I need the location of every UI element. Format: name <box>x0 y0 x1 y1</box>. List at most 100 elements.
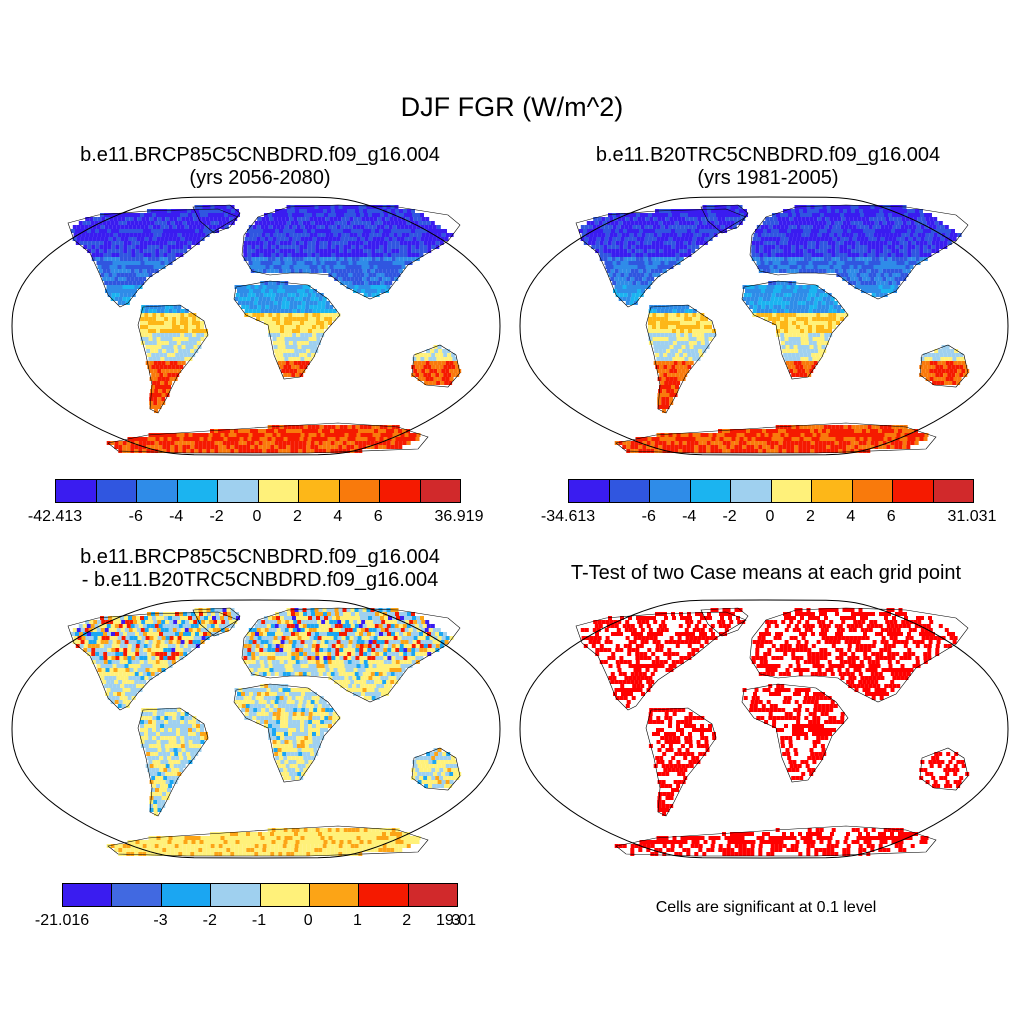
map-cell <box>684 309 689 313</box>
map-cell <box>415 249 420 253</box>
map-cell <box>673 361 678 365</box>
map-cell <box>682 441 687 445</box>
map-cell <box>288 237 293 241</box>
map-cell <box>296 317 301 321</box>
map-cell <box>629 233 634 237</box>
map-cell <box>812 321 816 325</box>
map-cell <box>168 213 172 217</box>
map-cell <box>788 357 793 361</box>
map-cell <box>841 233 846 237</box>
map-cell <box>780 337 785 341</box>
map-cell <box>379 245 384 249</box>
map-cell <box>607 241 612 245</box>
map-cell <box>148 341 153 345</box>
map-cell <box>200 337 205 341</box>
map-cell <box>854 277 859 281</box>
map-cell <box>767 437 772 441</box>
map-cell <box>759 293 764 297</box>
map-cell <box>799 437 804 441</box>
map-cell <box>910 441 915 445</box>
map-cell <box>735 437 740 441</box>
map-cell <box>303 253 308 257</box>
map-cell <box>628 261 633 265</box>
map-cell <box>619 249 624 253</box>
map-cell <box>170 349 175 353</box>
map-cell <box>834 441 839 445</box>
map-cell <box>402 429 406 433</box>
map-cell <box>172 329 176 333</box>
map-cell <box>809 217 814 221</box>
map-cell <box>319 229 323 233</box>
map-cell <box>675 353 680 357</box>
map-cell <box>282 449 287 453</box>
map-cell <box>788 433 793 437</box>
map-cell <box>846 269 851 273</box>
map-cell <box>95 257 100 261</box>
map-cell <box>662 449 667 453</box>
map-cell <box>263 257 268 261</box>
map-cell <box>384 237 389 241</box>
map-cell <box>314 445 319 449</box>
map-cell <box>378 269 383 273</box>
map-cell <box>203 437 208 441</box>
map-cell <box>775 249 780 253</box>
map-cell <box>301 301 306 305</box>
map-cell <box>647 241 652 245</box>
map-cell <box>269 301 274 305</box>
map-cell <box>298 445 303 449</box>
map-cell <box>109 265 114 269</box>
map-cell <box>163 245 168 249</box>
map-cell <box>755 253 760 257</box>
map-cell <box>662 389 667 393</box>
map-cell <box>763 253 768 257</box>
map-cell <box>417 369 422 373</box>
map-cell <box>346 269 351 273</box>
map-cell <box>687 353 692 357</box>
map-cell <box>308 313 313 317</box>
map-cell <box>264 213 268 217</box>
map-cell <box>898 445 903 449</box>
map-cell <box>668 357 673 361</box>
map-cell <box>362 269 367 273</box>
map-cell <box>684 329 688 333</box>
map-cell <box>164 381 169 385</box>
map-cell <box>379 437 384 441</box>
map-cell <box>147 437 152 441</box>
map-cell <box>755 229 759 233</box>
map-cell <box>810 269 815 273</box>
map-cell <box>687 209 691 213</box>
map-cell <box>172 357 177 361</box>
map-cell <box>264 309 269 313</box>
map-cell <box>316 313 321 317</box>
map-cell <box>196 325 200 329</box>
map-cell <box>642 221 647 225</box>
map-cell <box>183 209 187 213</box>
map-cell <box>656 321 660 325</box>
map-cell <box>738 441 743 445</box>
map-cell <box>763 241 768 245</box>
map-cell <box>794 297 799 301</box>
map-cell <box>726 221 731 225</box>
map-cell <box>257 233 262 237</box>
map-cell <box>167 437 172 441</box>
map-cell <box>623 253 628 257</box>
map-cell <box>112 261 117 265</box>
map-cell <box>682 349 687 353</box>
map-cell <box>686 445 691 449</box>
map-cell <box>440 357 445 361</box>
map-cell <box>362 429 366 433</box>
map-cell <box>947 353 952 357</box>
map-cell <box>125 233 130 237</box>
colorbar-label: 0 <box>252 508 262 525</box>
map-cell <box>192 329 196 333</box>
map-cell <box>251 229 255 233</box>
map-cell <box>289 289 293 293</box>
map-cell <box>344 225 349 229</box>
map-cell <box>799 425 804 429</box>
map-cell <box>238 445 243 449</box>
map-cell <box>786 285 791 289</box>
map-cell <box>263 245 268 249</box>
map-cell <box>804 357 809 361</box>
map-cell <box>250 449 255 453</box>
map-cell <box>153 233 158 237</box>
